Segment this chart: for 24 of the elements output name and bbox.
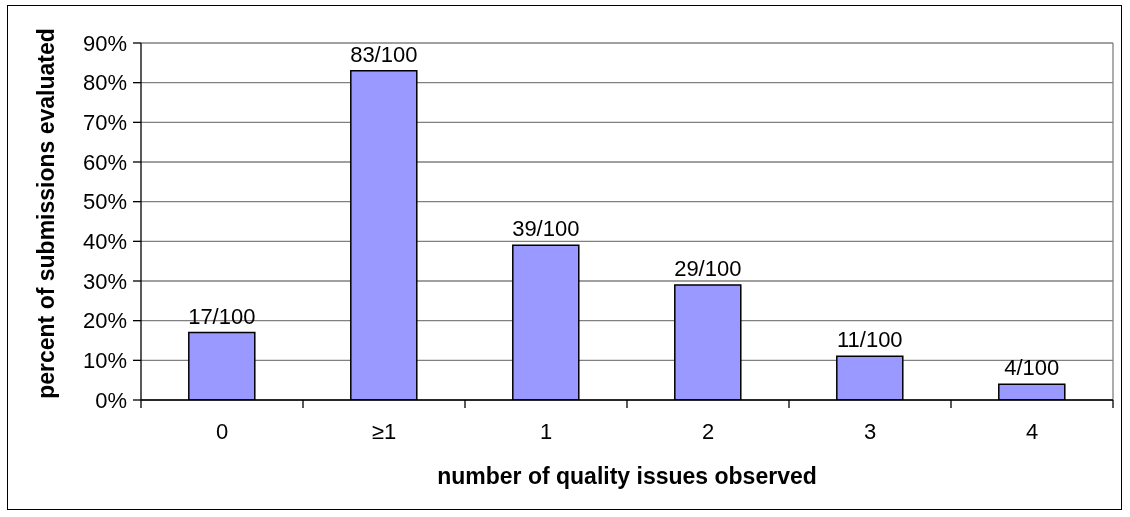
x-tick-label: ≥1 <box>371 418 397 444</box>
y-axis-title: percent of submissions evaluated <box>33 28 59 399</box>
y-tick-label: 0% <box>95 387 127 413</box>
y-tick-label: 70% <box>82 110 127 136</box>
y-tick-label: 10% <box>82 348 127 374</box>
y-tick-label: 90% <box>82 30 127 56</box>
x-tick-label: 0 <box>215 418 229 444</box>
x-tick-label: 3 <box>863 418 877 444</box>
y-tick-label: 50% <box>82 189 127 215</box>
y-tick-label: 40% <box>82 229 127 255</box>
data-label: 4/100 <box>1004 355 1060 381</box>
data-label: 17/100 <box>188 303 256 329</box>
data-label: 11/100 <box>836 327 903 353</box>
x-tick-label: 2 <box>701 418 715 444</box>
data-label: 39/100 <box>512 216 580 242</box>
x-axis-title: number of quality issues observed <box>437 463 817 489</box>
x-tick-label: 4 <box>1025 418 1039 444</box>
y-tick-label: 20% <box>82 308 127 334</box>
y-tick-label: 30% <box>82 268 127 294</box>
x-tick-label: 1 <box>539 418 553 444</box>
y-tick-label: 60% <box>82 149 127 175</box>
data-label: 83/100 <box>350 41 418 67</box>
y-tick-label: 80% <box>82 70 127 96</box>
data-label: 29/100 <box>674 255 742 281</box>
